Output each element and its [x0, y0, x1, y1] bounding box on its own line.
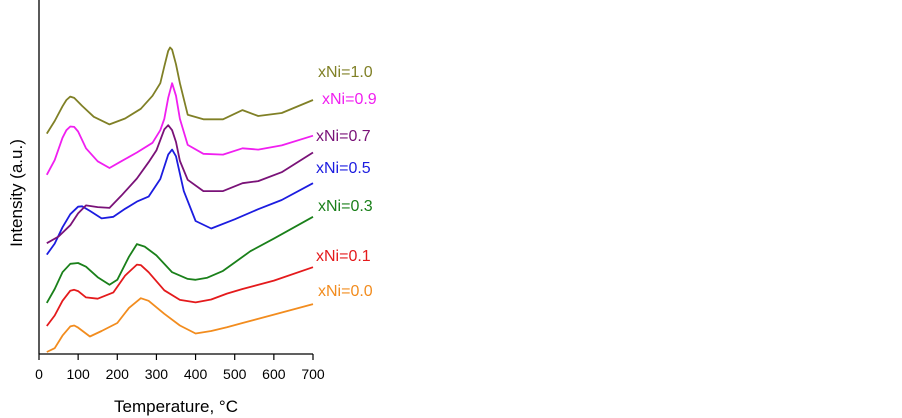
series-labels: xNi=0.0 xNi=0.1 xNi=0.3 xNi=0.5 xNi=0.7 xNi=0…	[316, 64, 377, 300]
series-line	[46, 124, 314, 244]
series-label: xNi=0.1	[316, 248, 371, 265]
series-label: xNi=0.0	[318, 283, 373, 300]
series-line	[46, 216, 314, 304]
series-label: xNi=0.9	[322, 91, 377, 108]
series-line	[46, 263, 314, 327]
series-label: xNi=0.3	[318, 198, 373, 215]
series-label: xNi=0.7	[316, 128, 371, 145]
y-axis-title: Intensity (a.u.)	[7, 139, 26, 247]
x-tick-label: 100	[66, 366, 90, 382]
x-tick-label: 500	[223, 366, 247, 382]
x-tick-label: 0	[35, 366, 43, 382]
series-line	[46, 148, 314, 256]
axes: 0 100 200 300 400 500 600 700	[35, 0, 325, 382]
series-group	[46, 46, 314, 353]
series-line	[46, 46, 314, 135]
series-label: xNi=0.5	[316, 160, 371, 177]
x-tick-label: 300	[145, 366, 169, 382]
x-axis-title: Temperature, °C	[114, 397, 238, 416]
x-tick-label: 400	[184, 366, 208, 382]
series-line	[46, 297, 314, 353]
series-line	[46, 82, 314, 176]
x-tick-label: 700	[301, 366, 325, 382]
x-tick-label: 600	[262, 366, 286, 382]
x-ticks: 0 100 200 300 400 500 600 700	[35, 354, 325, 382]
series-label: xNi=1.0	[318, 64, 373, 81]
x-tick-label: 200	[106, 366, 130, 382]
